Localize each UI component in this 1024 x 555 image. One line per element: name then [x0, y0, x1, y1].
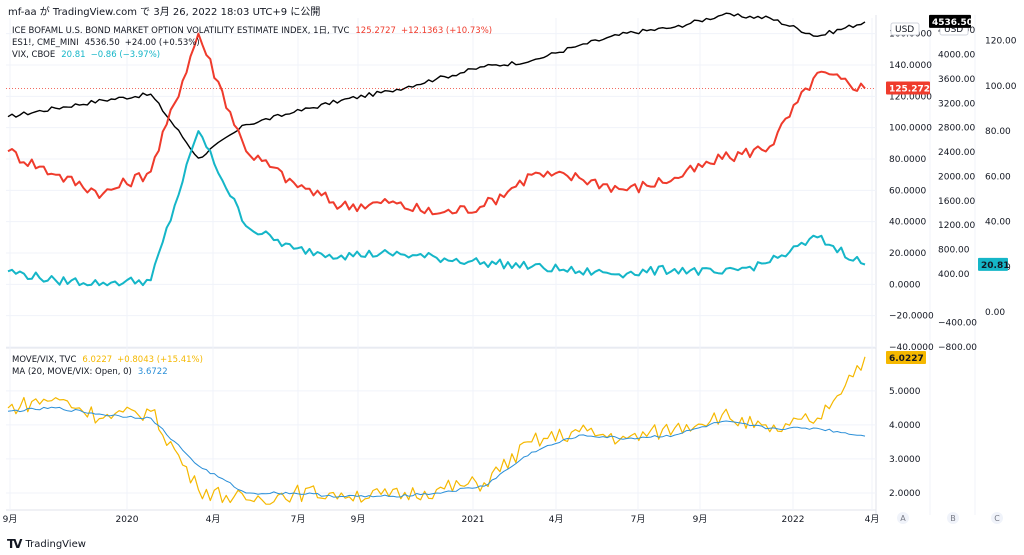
x-axis-tick: 9月	[3, 514, 18, 525]
vix-axis-tick: 120.00	[985, 37, 1017, 47]
legend-lower-1-name: MA (20, MOVE/VIX: Open, 0)	[12, 367, 132, 377]
x-axis-tick: 7月	[291, 514, 306, 525]
ma-series-line	[7, 406, 866, 498]
x-axis-tick: 4月	[549, 514, 564, 525]
ratio-axis-tick: 2.0000	[889, 489, 921, 499]
move-axis-tick: −40.0000	[889, 343, 934, 353]
move-axis-tick: −20.0000	[889, 312, 934, 322]
legend-lower-0-change: +0.8043 (+15.41%)	[117, 355, 203, 365]
move-axis-tick: 60.0000	[889, 186, 926, 196]
x-axis-tick: 4月	[865, 514, 880, 525]
es-series-line	[7, 12, 866, 159]
ratio-axis-tick: 5.0000	[889, 387, 921, 397]
vix-axis-tick: 80.00	[985, 127, 1011, 137]
x-axis-tick: 2022	[782, 515, 805, 525]
es-axis-tick: 800.00	[938, 246, 970, 256]
ratio-price-badge: 6.0227	[889, 354, 924, 364]
legend-lower-1-value: 3.6722	[138, 367, 168, 377]
legend-main-1-change: +24.00 (+0.53%)	[125, 38, 200, 48]
es-axis-tick: −800.00	[938, 343, 977, 353]
legend-main-1-value: 4536.50	[85, 38, 120, 48]
legend-main-0-change: +12.1363 (+10.73%)	[401, 26, 492, 36]
legend-main-2-value: 20.81	[61, 50, 85, 60]
es-axis-tick: −400.00	[938, 319, 977, 329]
es-axis-tick: 400.00	[938, 270, 970, 280]
legend-main-2-change: −0.86 (−3.97%)	[91, 50, 161, 60]
vix-series-line	[7, 130, 866, 287]
ratio-series-line	[7, 356, 866, 505]
legend-main-2-name: VIX, CBOE	[12, 50, 55, 60]
vix-price-badge-box	[978, 257, 1008, 271]
publish-header: mf-aa が TradingView.com で 3月 26, 2022 18…	[8, 7, 321, 18]
es-axis-tick: 1200.00	[938, 221, 975, 231]
es-axis-tick: 1600.00	[938, 197, 975, 207]
move-axis-tick: 80.0000	[889, 155, 926, 165]
scale-button-label: C	[994, 514, 1000, 523]
x-axis-tick: 4月	[206, 514, 221, 525]
vix-price-badge: 20.81	[981, 261, 1009, 271]
es-price-badge-box	[929, 14, 971, 28]
es-axis-tick: 3200.00	[938, 99, 975, 109]
vix-axis-tick: 100.00	[985, 82, 1017, 92]
usd-label-2: USD	[944, 25, 963, 35]
move-axis-tick: 20.0000	[889, 249, 926, 259]
usd-label-1-box	[890, 22, 920, 36]
usd-label-1: USD	[895, 25, 914, 35]
move-axis-tick: 140.0000	[889, 61, 932, 71]
move-axis-tick: 100.0000	[889, 124, 932, 134]
scale-button-label: B	[950, 514, 956, 523]
move-axis-tick: 120.0000	[889, 92, 932, 102]
scale-button-a	[897, 512, 909, 524]
ratio-price-badge-box	[886, 351, 926, 364]
ratio-axis-tick: 3.0000	[889, 455, 921, 465]
x-axis-tick: 7月	[631, 514, 646, 525]
move-price-badge: 125.2727	[889, 85, 936, 95]
x-axis-tick: 2021	[462, 515, 485, 525]
x-axis-tick: 9月	[693, 514, 708, 525]
ratio-axis-tick: 4.0000	[889, 421, 921, 431]
move-axis-tick: 40.0000	[889, 218, 926, 228]
move-axis-tick: 0.0000	[889, 280, 921, 290]
x-axis-tick: 2020	[116, 515, 139, 525]
es-axis-tick: 4000.00	[938, 51, 975, 61]
vix-axis-tick: 0.00	[985, 308, 1005, 318]
es-axis-tick: 2800.00	[938, 124, 975, 134]
legend-main-0-name: ICE BOFAML U.S. BOND MARKET OPTION VOLAT…	[12, 26, 349, 36]
footer-brand[interactable]: TV TradingView	[7, 536, 86, 552]
legend-main-1-name: ES1!, CME_MINI	[12, 38, 79, 48]
vix-axis-tick: 40.00	[985, 218, 1011, 228]
vix-axis-tick: 60.00	[985, 172, 1011, 182]
scale-button-label: A	[900, 514, 906, 523]
es-price-badge: 4536.50	[932, 18, 973, 28]
scale-button-c	[991, 512, 1003, 524]
scale-button-b	[947, 512, 959, 524]
legend-main-0-value: 125.2727	[355, 26, 396, 36]
footer-brand-label: TradingView	[25, 538, 86, 550]
es-axis-tick: 2000.00	[938, 172, 975, 182]
es-axis-tick: 2400.00	[938, 148, 975, 158]
es-axis-tick: 3600.00	[938, 75, 975, 85]
tradingview-logo-icon: TV	[7, 537, 23, 551]
legend-lower-0-value: 6.0227	[82, 355, 112, 365]
move-series-line	[7, 32, 866, 216]
move-price-badge-box	[886, 81, 930, 95]
legend-lower-0-name: MOVE/VIX, TVC	[12, 355, 76, 365]
x-axis-tick: 9月	[351, 514, 366, 525]
